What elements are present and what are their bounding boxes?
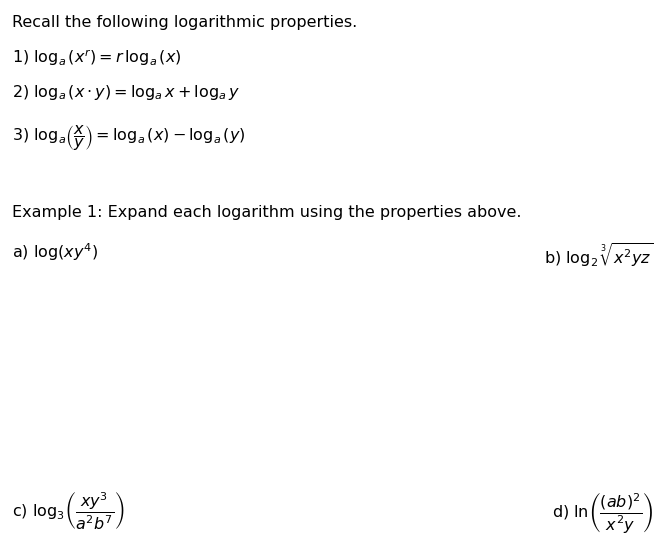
Text: Example 1: Expand each logarithm using the properties above.: Example 1: Expand each logarithm using t… <box>12 206 521 220</box>
Text: Recall the following logarithmic properties.: Recall the following logarithmic propert… <box>12 15 357 30</box>
Text: 1) $\log_a(x^r) = r\,\log_a(x)$: 1) $\log_a(x^r) = r\,\log_a(x)$ <box>12 48 182 68</box>
Text: 3) $\log_a\!\left(\dfrac{x}{y}\right) = \log_a(x) - \log_a(y)$: 3) $\log_a\!\left(\dfrac{x}{y}\right) = … <box>12 123 245 153</box>
Text: 2) $\log_a(x \cdot y) = \log_a x + \log_a y$: 2) $\log_a(x \cdot y) = \log_a x + \log_… <box>12 83 240 102</box>
Text: b) $\log_2 \sqrt[3]{x^2yz}$: b) $\log_2 \sqrt[3]{x^2yz}$ <box>544 241 653 269</box>
Text: a) $\log(xy^4)$: a) $\log(xy^4)$ <box>12 241 98 263</box>
Text: d) $\ln\!\left(\dfrac{(ab)^2}{x^2y}\right)$: d) $\ln\!\left(\dfrac{(ab)^2}{x^2y}\righ… <box>552 490 653 535</box>
Text: c) $\log_3\!\left(\dfrac{xy^3}{a^2b^7}\right)$: c) $\log_3\!\left(\dfrac{xy^3}{a^2b^7}\r… <box>12 490 124 532</box>
